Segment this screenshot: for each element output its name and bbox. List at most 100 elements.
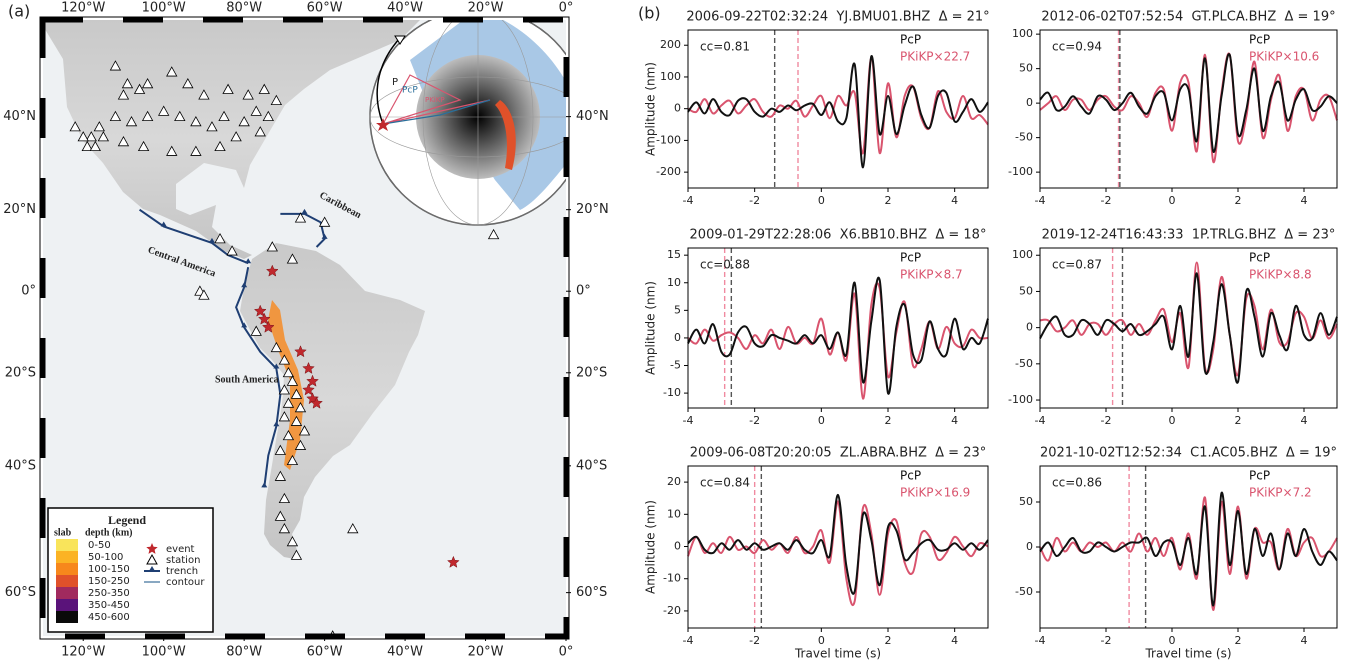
station xyxy=(347,522,359,534)
station xyxy=(294,401,307,413)
legend-entry: PcP xyxy=(1249,251,1270,265)
x-tick-label: 2 xyxy=(885,414,892,427)
y-tick-label: -10 xyxy=(663,572,681,585)
x-tick-label: 0 xyxy=(818,634,825,647)
legend-swatch xyxy=(56,539,78,551)
x-tick-label: 120°W xyxy=(61,1,105,16)
waveform-panel: 2012-06-02T07:52:54 GT.PLCA.BHZ Δ = 19° -… xyxy=(1008,10,1338,207)
y-tick-label: 5 xyxy=(674,303,681,316)
station xyxy=(77,131,89,142)
trench xyxy=(235,267,282,488)
legend-swatch xyxy=(56,563,78,575)
waveform xyxy=(687,493,989,595)
station xyxy=(141,77,154,89)
legend-entry: PcP xyxy=(900,33,921,47)
y-tick-label: 20°N xyxy=(576,202,609,217)
panel-title: 2006-09-22T02:32:24 YJ.BMU01.BHZ Δ = 21° xyxy=(686,10,989,25)
y-tick-label: 0 xyxy=(1026,540,1033,553)
station xyxy=(109,110,122,122)
trench-tooth xyxy=(261,482,268,488)
y-tick-label: 20 xyxy=(667,475,681,488)
station xyxy=(117,89,130,100)
y-tick-label: 40°S xyxy=(5,458,36,473)
waveform-panel: 2009-01-29T22:28:06 X6.BB10.BHZ Δ = 18° -… xyxy=(644,228,989,427)
station xyxy=(258,83,270,94)
axes-frame xyxy=(1039,29,1338,189)
station xyxy=(206,121,218,132)
legend-label: 150-250 xyxy=(88,576,130,587)
station xyxy=(218,110,230,122)
station xyxy=(198,289,210,300)
x-tick-label: -2 xyxy=(749,634,760,647)
y-tick-label: -100 xyxy=(1008,165,1033,178)
x-tick-label: 40°W xyxy=(387,1,423,16)
y-tick-label: 100 xyxy=(660,70,681,83)
legend-entry: PcP xyxy=(1249,469,1270,483)
station xyxy=(278,522,291,534)
station xyxy=(158,105,170,116)
legend-symbol xyxy=(146,553,158,565)
y-tick-label: 50 xyxy=(1019,495,1033,508)
x-tick-label: -4 xyxy=(1035,414,1046,427)
station xyxy=(278,354,291,365)
legend-entry: PKiKP×22.7 xyxy=(900,50,970,64)
station xyxy=(278,411,291,422)
x-tick-label: 80°W xyxy=(226,1,262,16)
waveform-panels: 2006-09-22T02:32:24 YJ.BMU01.BHZ Δ = 21°… xyxy=(644,10,1338,661)
station xyxy=(125,115,138,127)
event xyxy=(302,383,315,396)
station xyxy=(166,66,178,77)
station xyxy=(294,212,307,223)
y-tick-label: 0 xyxy=(674,331,681,344)
slab xyxy=(268,300,304,470)
station xyxy=(282,429,295,441)
map-frame xyxy=(40,17,569,639)
y-tick-label: 15 xyxy=(667,248,681,261)
x-tick-label: -4 xyxy=(1035,194,1046,207)
x-tick-label: 2 xyxy=(1235,194,1242,207)
y-tick-label: 40°N xyxy=(3,109,36,124)
station xyxy=(190,115,202,127)
x-tick-label: 0 xyxy=(818,414,825,427)
station xyxy=(286,375,299,386)
station xyxy=(250,325,262,336)
event xyxy=(294,345,307,358)
trench-tooth xyxy=(273,363,280,369)
station xyxy=(214,233,226,244)
y-tick-label: -50 xyxy=(1015,357,1033,370)
legend-label: contour xyxy=(166,577,205,588)
axes-frame xyxy=(687,29,989,189)
station xyxy=(274,510,287,521)
x-tick-label: 20°W xyxy=(468,1,504,16)
legend-label: 100-150 xyxy=(88,564,130,575)
y-tick-label: 200 xyxy=(660,38,681,51)
x-tick-label: 2 xyxy=(885,194,892,207)
y-tick-label: -200 xyxy=(656,165,681,178)
y-tick-label: 0 xyxy=(674,540,681,553)
x-tick-label: -2 xyxy=(749,194,760,207)
x-tick-label: 0 xyxy=(818,194,825,207)
station xyxy=(222,83,234,94)
station xyxy=(286,535,299,547)
station xyxy=(278,492,291,504)
station xyxy=(254,126,266,137)
y-tick-label: 0° xyxy=(576,284,591,299)
map-frame xyxy=(39,16,570,640)
waveform xyxy=(687,55,989,169)
x-tick-label: 0 xyxy=(1169,194,1176,207)
legend-swatch xyxy=(56,587,78,599)
legend-label: 450-600 xyxy=(88,612,130,623)
y-tick-label: -10 xyxy=(663,386,681,399)
station xyxy=(133,83,146,94)
x-tick-label: 4 xyxy=(951,194,958,207)
x-tick-label: -2 xyxy=(1101,414,1112,427)
station xyxy=(294,439,307,450)
station xyxy=(190,145,202,156)
y-tick-label: -50 xyxy=(1015,585,1033,598)
y-tick-label: 20°S xyxy=(576,365,607,380)
station xyxy=(174,110,186,122)
station xyxy=(262,110,274,122)
x-tick-label: -4 xyxy=(683,194,694,207)
legend-entry: PKiKP×7.2 xyxy=(1249,486,1312,500)
station xyxy=(270,94,283,106)
